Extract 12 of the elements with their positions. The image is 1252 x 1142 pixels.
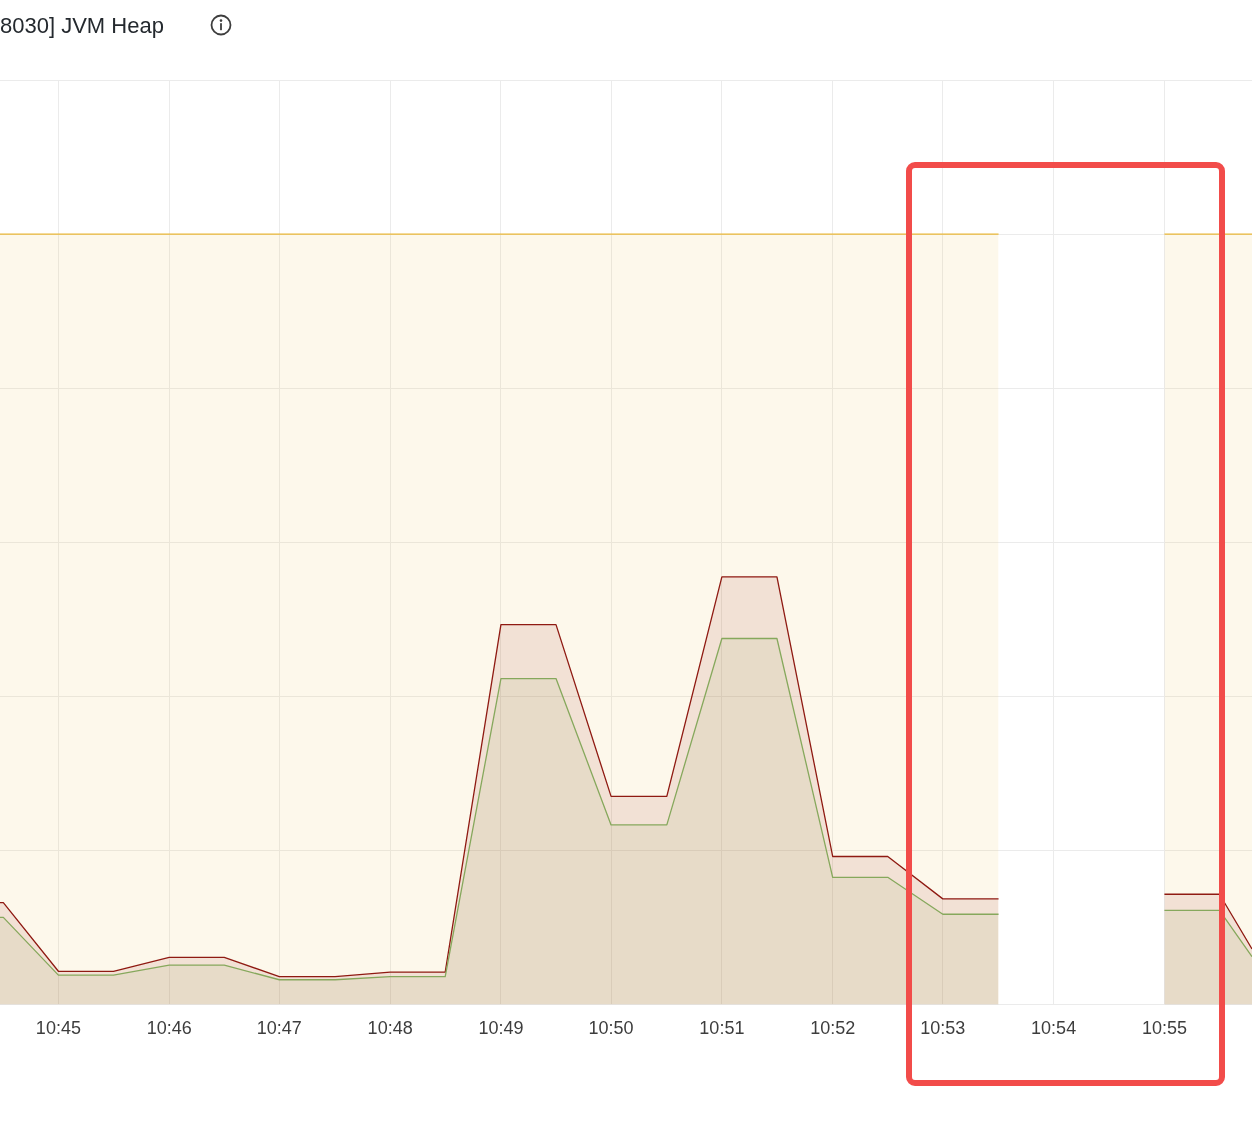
x-tick-label: 10:51 <box>699 1018 745 1039</box>
x-tick-label: 10:54 <box>1031 1018 1077 1039</box>
x-tick-label: 10:53 <box>920 1018 966 1039</box>
chart-title: 8030] JVM Heap <box>0 12 164 40</box>
x-tick-label: 10:52 <box>810 1018 856 1039</box>
x-tick-label: 10:48 <box>367 1018 413 1039</box>
x-tick-label: 10:47 <box>256 1018 302 1039</box>
x-tick-label: 10:46 <box>146 1018 192 1039</box>
x-tick-label: 10:49 <box>478 1018 524 1039</box>
x-tick-label: 10:50 <box>588 1018 634 1039</box>
x-tick-label: 10:55 <box>1141 1018 1187 1039</box>
x-tick-label: 10:45 <box>35 1018 81 1039</box>
